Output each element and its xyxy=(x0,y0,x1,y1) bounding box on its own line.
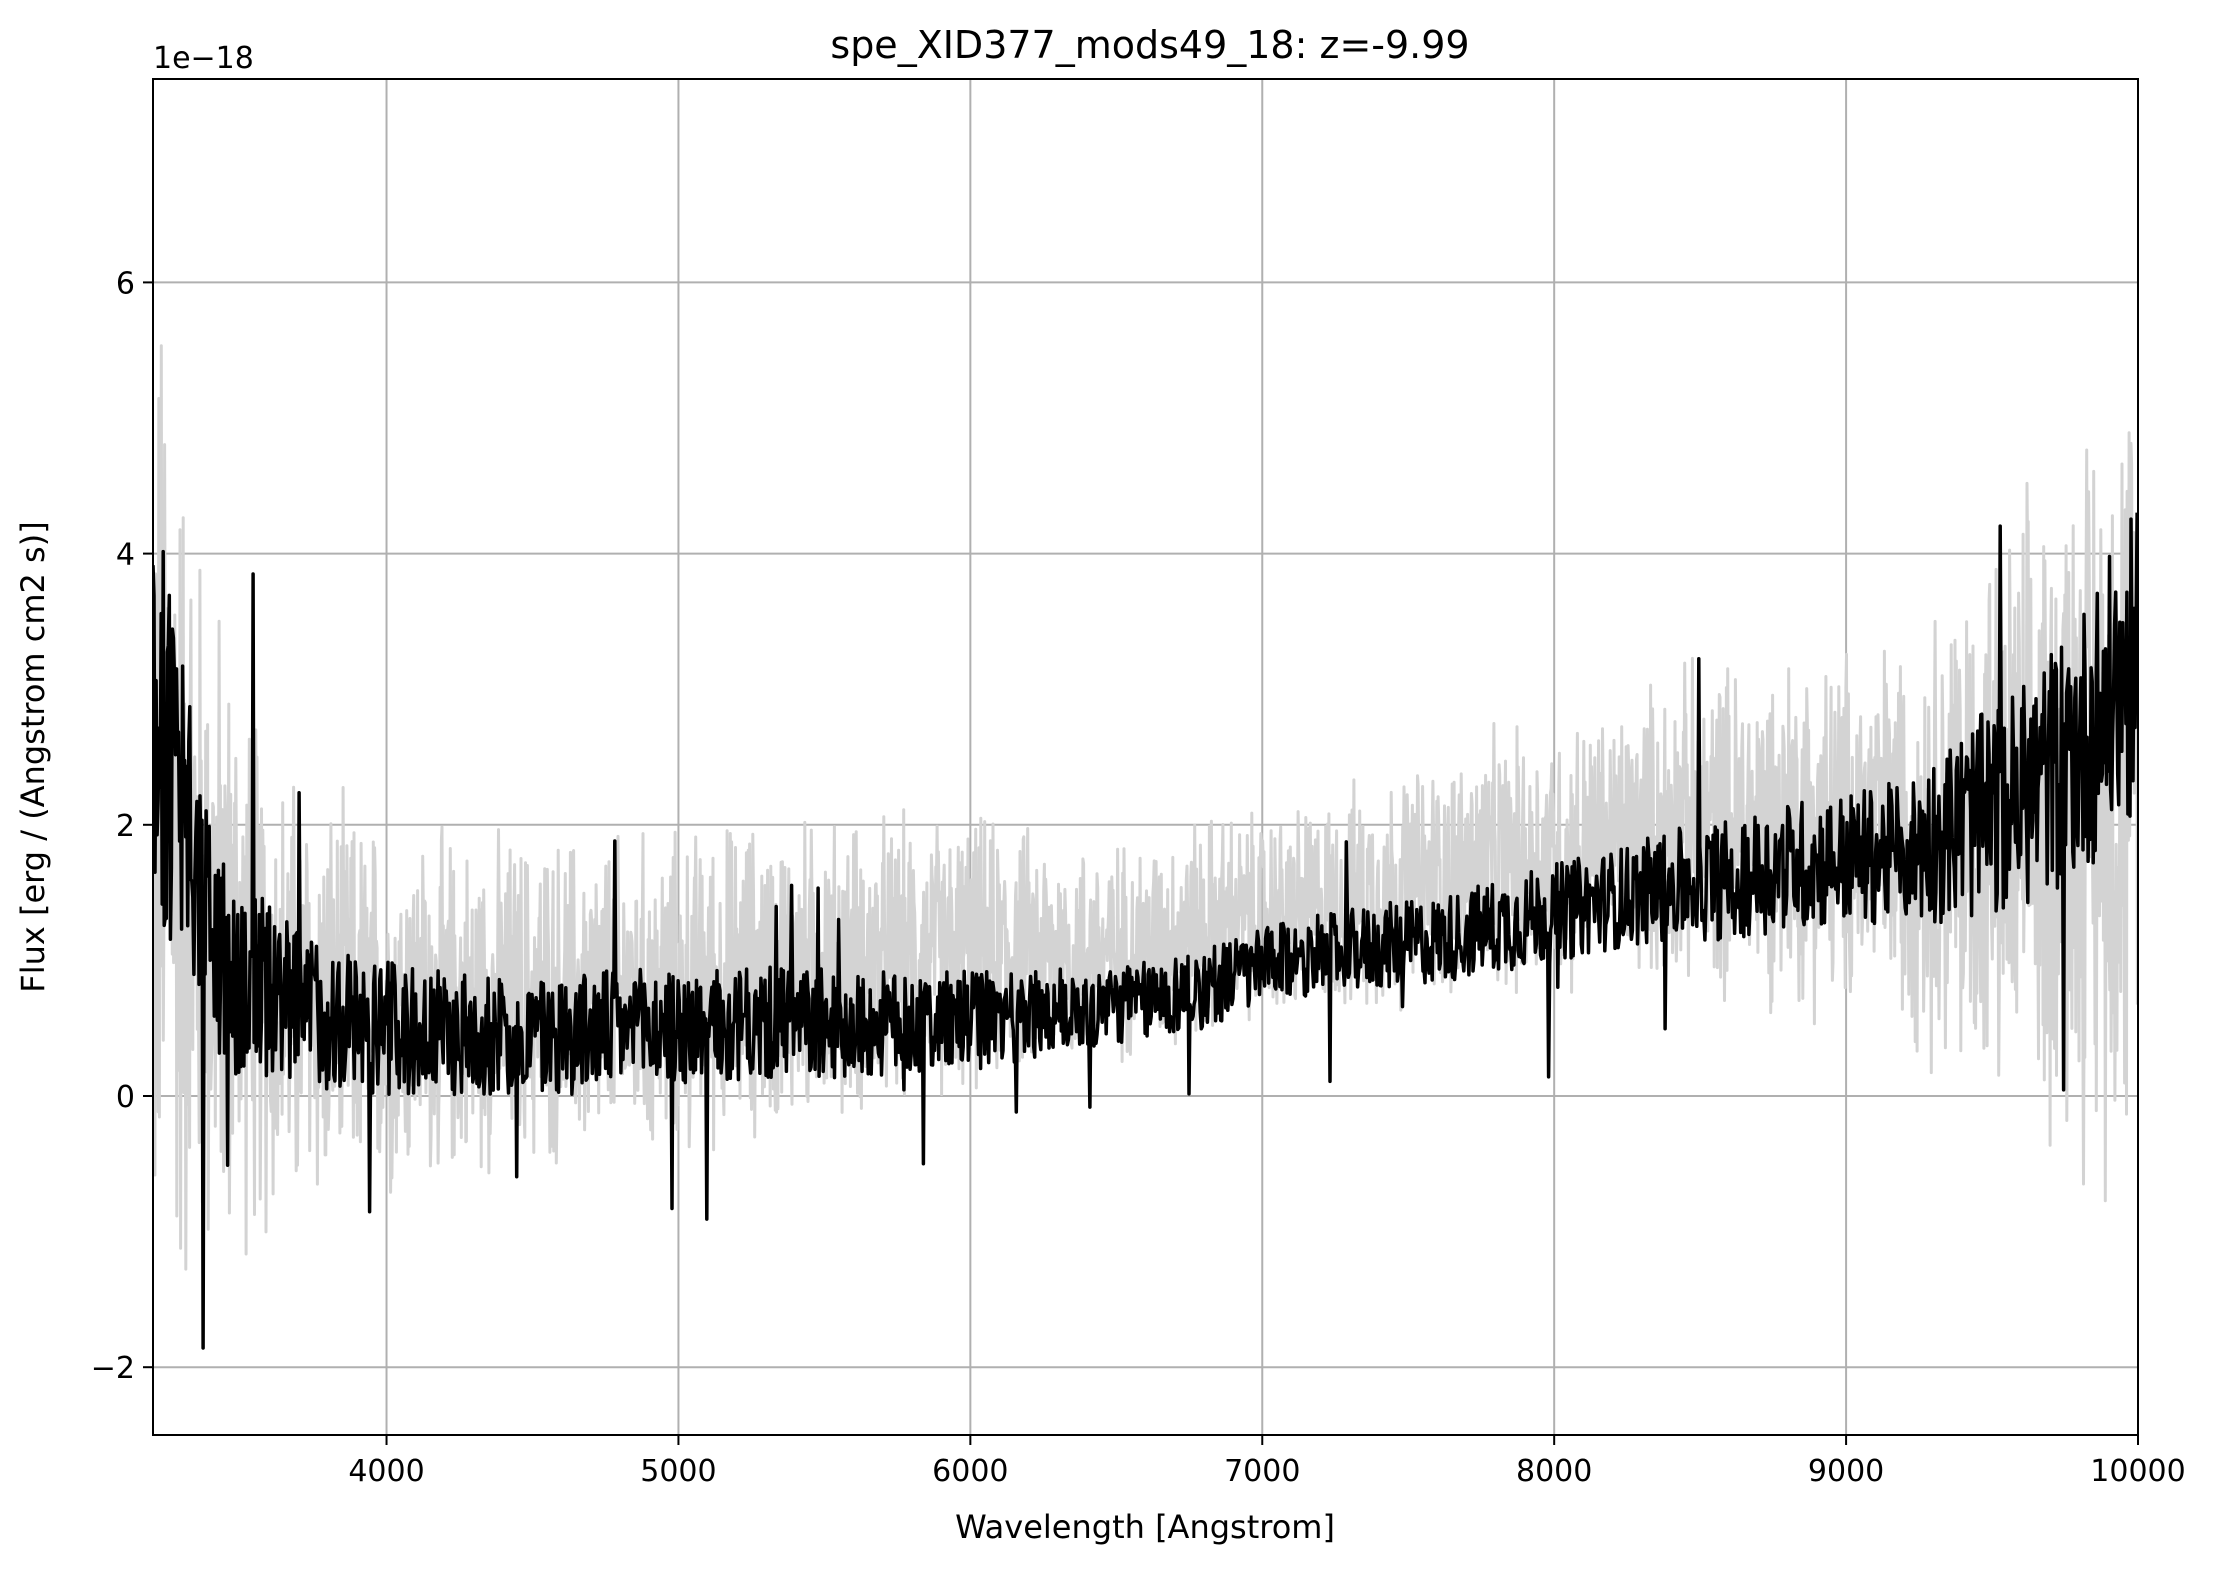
x-tick-label: 5000 xyxy=(640,1454,716,1489)
y-tick-label: 0 xyxy=(116,1080,135,1115)
x-axis-ticks: 4000 5000 6000 7000 8000 9000 10000 xyxy=(348,1435,2186,1489)
chart-title: spe_XID377_mods49_18: z=-9.99 xyxy=(830,23,1469,67)
x-tick-label: 8000 xyxy=(1516,1454,1592,1489)
y-axis-ticks: −2 0 2 4 6 xyxy=(91,266,153,1386)
x-tick-label: 6000 xyxy=(932,1454,1008,1489)
y-tick-label: 6 xyxy=(116,266,135,301)
x-tick-label: 9000 xyxy=(1808,1454,1884,1489)
flux-series xyxy=(153,512,2138,1350)
x-tick-label: 4000 xyxy=(348,1454,424,1489)
series-layer xyxy=(153,344,2138,1350)
y-axis-label: Flux [erg / (Angstrom cm2 s)] xyxy=(14,521,52,992)
y-tick-label: 2 xyxy=(116,809,135,844)
plot-frame xyxy=(152,78,2139,1436)
x-axis-label: Wavelength [Angstrom] xyxy=(955,1508,1335,1546)
y-tick-label: 4 xyxy=(116,538,135,573)
x-tick-label: 7000 xyxy=(1224,1454,1300,1489)
y-axis-offset-text: 1e−18 xyxy=(153,41,254,76)
noise-envelope-series xyxy=(153,344,2138,1271)
x-tick-label: 10000 xyxy=(2090,1454,2185,1489)
y-tick-label: −2 xyxy=(91,1351,135,1386)
